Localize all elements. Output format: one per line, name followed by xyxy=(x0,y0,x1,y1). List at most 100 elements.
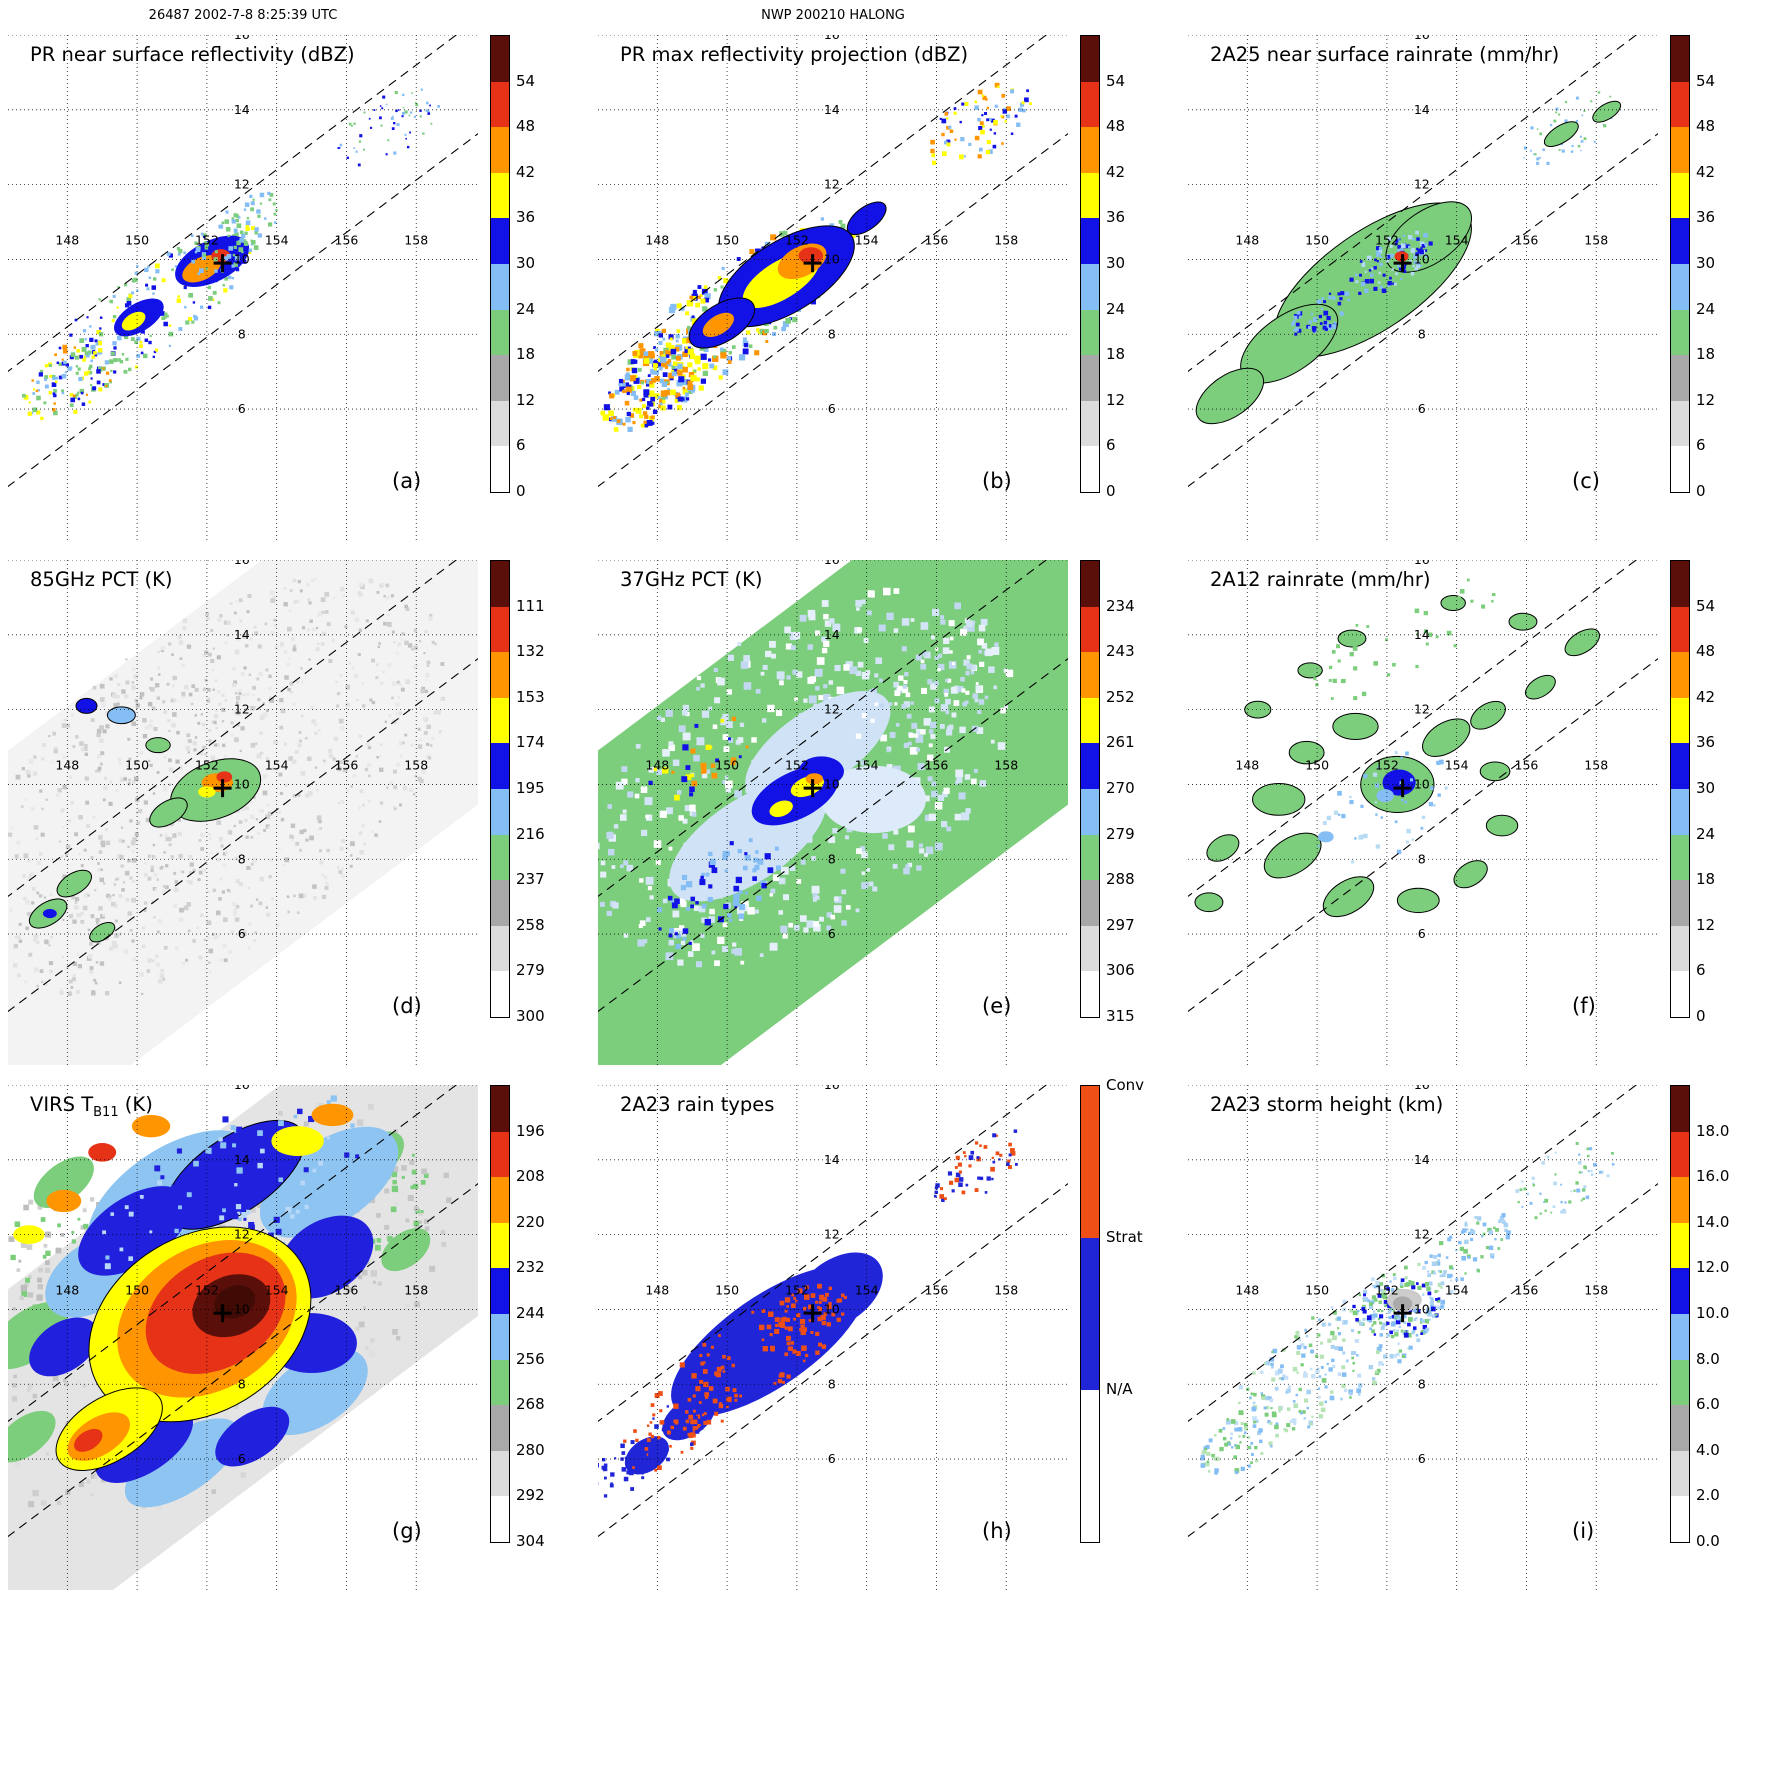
data-blob xyxy=(1206,834,1240,862)
data-blob xyxy=(1392,1296,1413,1312)
colorbar-ticks: 54 48 42 36 30 24 18 12 6 0 xyxy=(1696,35,1771,501)
colorbar-segment xyxy=(1081,81,1099,128)
data-blob xyxy=(42,908,57,919)
data-blob xyxy=(1485,814,1519,837)
colorbar-tick-label: 48 xyxy=(516,117,536,136)
colorbar-segment xyxy=(491,1450,509,1497)
panel-title: 2A25 near surface rainrate (mm/hr) xyxy=(1210,43,1559,70)
grid-layer xyxy=(598,35,1068,540)
data-speckle xyxy=(337,88,441,167)
colorbar-tick-label: 132 xyxy=(516,642,545,661)
colorbar-segment xyxy=(1671,1086,1689,1132)
colorbar-ticks: 54 48 42 36 30 24 18 12 6 0 xyxy=(1106,35,1182,501)
colorbar-segment xyxy=(491,1496,509,1542)
colorbar-segment xyxy=(1081,788,1099,835)
colorbar-segment xyxy=(1671,1131,1689,1178)
storm-center-marker xyxy=(1393,254,1412,273)
colorbar-tick-label: 48 xyxy=(1696,642,1716,661)
colorbar-segment xyxy=(1081,925,1099,972)
data-blob xyxy=(75,697,98,714)
lat-grid-label: 10 xyxy=(824,1301,840,1316)
colorbar-segment xyxy=(491,172,509,219)
colorbar-tick-label: 0.0 xyxy=(1696,1532,1720,1550)
lat-grid-label: 14 xyxy=(234,627,250,642)
panel-c: 148 150 152 154 156 158 16 14 12 10 8 6 2A25 near s… xyxy=(1188,35,1771,557)
colorbar-segment xyxy=(1671,925,1689,972)
colorbar-tick-label: 306 xyxy=(1106,961,1135,980)
lon-grid-label: 150 xyxy=(125,758,149,773)
lon-grid-label: 150 xyxy=(715,758,739,773)
lat-grid-label: 12 xyxy=(234,1227,250,1242)
data-blob xyxy=(216,771,233,783)
colorbar-tick-label: 54 xyxy=(516,71,536,90)
colorbar-segment xyxy=(491,127,509,173)
data-speckle xyxy=(1313,578,1496,701)
colorbar-segment xyxy=(1671,834,1689,881)
data-blob xyxy=(1470,700,1506,730)
colorbar-tick-label: 42 xyxy=(1106,162,1126,181)
colorbar-tick-label: 6 xyxy=(1106,436,1116,455)
colorbar-tick-label: 24 xyxy=(1696,299,1716,318)
colorbar-tick-label: 261 xyxy=(1106,733,1135,752)
colorbar-segment xyxy=(1081,127,1099,173)
colorbar-tick-label: 297 xyxy=(1106,915,1135,934)
data-blob xyxy=(8,1410,56,1463)
grid-labels: 148 150 152 154 156 158 16 14 12 10 8 6 xyxy=(645,560,1018,941)
lon-grid-label: 150 xyxy=(715,233,739,248)
data-blob xyxy=(1263,832,1322,879)
lat-grid-label: 6 xyxy=(238,401,246,416)
colorbar-tick-label: 54 xyxy=(1106,71,1126,90)
colorbar-segment xyxy=(1671,218,1689,264)
colorbar-tick-label: 0 xyxy=(1696,1007,1706,1025)
data-blob xyxy=(29,1317,99,1377)
lon-grid-label: 148 xyxy=(645,233,669,248)
grid-labels: 148 150 152 154 156 158 16 14 12 10 8 6 xyxy=(1235,35,1608,416)
data-blob xyxy=(88,1142,117,1162)
colorbar-segment xyxy=(1671,1313,1689,1360)
data-speckle xyxy=(657,838,781,950)
colorbar-ticks: 196 208 220 232 244 256 268 280 292 304 xyxy=(516,1085,592,1551)
colorbar-tick-label: 12.0 xyxy=(1696,1258,1730,1277)
colorbar-tick-label: 304 xyxy=(516,1532,545,1550)
title-text: PR near surface reflectivity (dBZ) xyxy=(30,43,355,66)
title-text: 2A25 near surface rainrate (mm/hr) xyxy=(1210,43,1560,66)
data-blob xyxy=(124,1418,241,1508)
colorbar-tick-label: 18 xyxy=(516,345,536,364)
colorbar-tick-label: N/A xyxy=(1106,1380,1133,1398)
colorbar-segment xyxy=(491,880,509,926)
grid-layer xyxy=(1188,560,1658,1065)
panel-a: 148 150 152 154 156 158 16 14 12 10 8 6 PR near sur… xyxy=(8,35,596,557)
grid-labels: 148 150 152 154 156 158 16 14 12 10 8 6 xyxy=(1235,560,1608,941)
lat-grid-label: 16 xyxy=(1414,1085,1430,1092)
lat-grid-label: 10 xyxy=(234,776,250,791)
colorbar-tick-label: 30 xyxy=(1696,254,1716,272)
colorbar-segment xyxy=(491,834,509,881)
storm-center-marker xyxy=(213,1304,232,1323)
lon-grid-label: 158 xyxy=(404,1283,428,1298)
lat-grid-label: 14 xyxy=(824,1152,840,1167)
map-layers: 148 150 152 154 156 158 16 14 12 10 8 6 xyxy=(598,35,1068,540)
lat-grid-label: 10 xyxy=(824,776,840,791)
colorbar-tick-label: Conv xyxy=(1106,1076,1145,1094)
data-blob xyxy=(1508,612,1538,631)
grid-labels: 148 150 152 154 156 158 16 14 12 10 8 6 xyxy=(55,560,428,941)
panel-letter: (g) xyxy=(392,1519,422,1543)
data-blob xyxy=(1195,367,1264,425)
lon-grid-label: 154 xyxy=(855,758,879,773)
colorbar-tick-label: 270 xyxy=(1106,779,1135,797)
colorbar-segment xyxy=(491,697,509,744)
colorbar-segment xyxy=(1671,880,1689,926)
map-layers: 148 150 152 154 156 158 16 14 12 10 8 6 xyxy=(8,35,478,540)
colorbar-segment xyxy=(1081,880,1099,926)
colorbar-tick-label: 42 xyxy=(1696,687,1716,706)
lon-grid-label: 156 xyxy=(925,758,949,773)
lon-grid-label: 158 xyxy=(994,233,1018,248)
colorbar-tick-label: 280 xyxy=(516,1440,545,1459)
lon-grid-label: 158 xyxy=(1584,233,1608,248)
grid-layer xyxy=(8,560,478,1065)
grid-layer xyxy=(598,560,1068,1065)
colorbar-tick-label: 195 xyxy=(516,779,545,797)
lon-grid-label: 152 xyxy=(195,1283,219,1298)
map-layers: 148 150 152 154 156 158 16 14 12 10 8 6 xyxy=(598,1085,1068,1590)
colorbar xyxy=(1080,560,1100,1018)
